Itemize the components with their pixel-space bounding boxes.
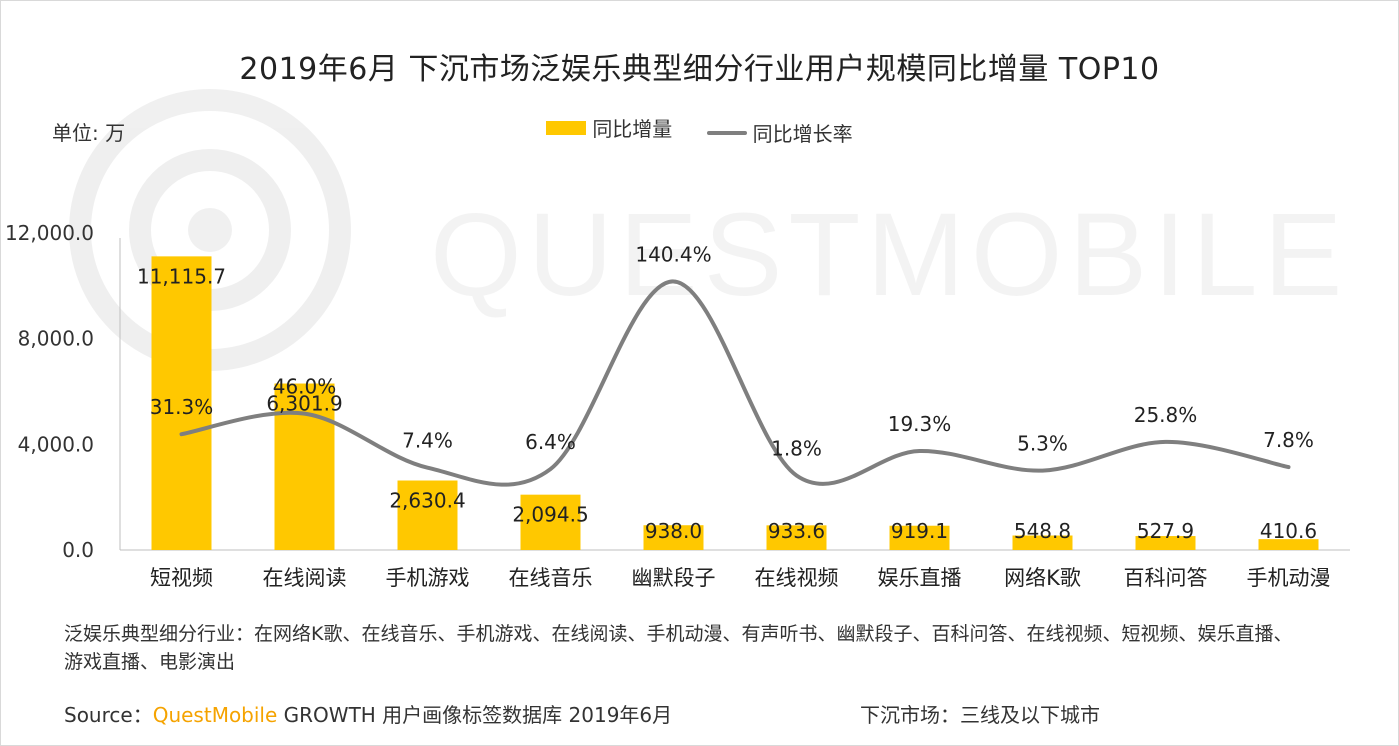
x-category-label: 手机游戏 (386, 566, 470, 590)
rate-value-label: 6.4% (525, 430, 576, 454)
source-suffix: GROWTH 用户画像标签数据库 2019年6月 (277, 703, 673, 727)
x-category-label: 百科问答 (1124, 566, 1208, 590)
bar (766, 525, 827, 550)
bar-value-label: 410.6 (1260, 519, 1317, 543)
rate-value-label: 25.8% (1134, 403, 1198, 427)
rate-value-label: 46.0% (273, 375, 337, 399)
bar (1135, 536, 1196, 550)
x-category-label: 在线视频 (755, 566, 839, 590)
bar-value-label: 919.1 (891, 519, 948, 543)
rate-value-label: 140.4% (635, 242, 711, 266)
y-tick-label: 4,000.0 (18, 432, 94, 456)
watermark-text: QUESTMOBILE (430, 189, 1348, 321)
bar-value-label: 6,301.9 (266, 392, 342, 416)
chart-plot: 0.0 4,000.0 8,000.0 12,000.0 11,115.7 6,301.9… (5, 221, 1350, 590)
source-prefix: Source： (64, 703, 153, 727)
bar-value-label: 548.8 (1014, 519, 1071, 543)
bar (397, 480, 458, 550)
bar-value-label: 2,630.4 (389, 489, 465, 513)
legend: 同比增量 同比增长率 (0, 113, 1399, 147)
x-category-label: 幽默段子 (632, 566, 716, 590)
rate-value-label: 5.3% (1017, 432, 1068, 456)
source-brand: QuestMobile (152, 703, 278, 727)
legend-item-line: 同比增长率 (706, 118, 853, 147)
legend-line-swatch (706, 130, 747, 135)
bar (643, 525, 704, 550)
legend-bar-swatch (546, 120, 587, 135)
bar (151, 256, 212, 550)
questmobile-watermark: QUESTMOBILE (69, 89, 1348, 371)
bar-value-label: 11,115.7 (137, 264, 226, 288)
bar (889, 525, 950, 550)
rate-value-label: 7.4% (402, 429, 453, 453)
industry-note: 泛娱乐典型细分行业：在网络K歌、在线音乐、手机游戏、在线阅读、手机动漫、有声听书… (64, 623, 1293, 673)
market-note: 下沉市场：三线及以下城市 (860, 703, 1100, 727)
unit-label: 单位: 万 (52, 121, 126, 145)
rate-value-label: 19.3% (888, 412, 952, 436)
rate-value-label: 31.3% (150, 395, 214, 419)
y-tick-label: 0.0 (62, 538, 94, 562)
rate-value-label: 1.8% (771, 436, 822, 460)
bar-value-label: 2,094.5 (512, 503, 588, 527)
x-category-label: 手机动漫 (1247, 566, 1331, 590)
y-tick-label: 12,000.0 (5, 221, 94, 245)
bar-value-label: 933.6 (768, 519, 825, 543)
rate-value-label: 7.8% (1263, 428, 1314, 452)
chart-title: 2019年6月 下沉市场泛娱乐典型细分行业用户规模同比增量 TOP10 (239, 52, 1160, 87)
growth-rate-line (179, 279, 1291, 487)
bar (520, 494, 581, 550)
x-category-label: 网络K歌 (1004, 566, 1081, 590)
bar (1012, 535, 1073, 550)
x-category-label: 在线音乐 (509, 566, 593, 590)
bar-value-label: 527.9 (1137, 519, 1194, 543)
bar-value-label: 938.0 (645, 519, 702, 543)
legend-line-label: 同比增长率 (752, 122, 853, 146)
y-tick-label: 8,000.0 (18, 327, 94, 351)
x-category-label: 娱乐直播 (878, 566, 962, 590)
legend-bar-label: 同比增量 (592, 117, 673, 141)
source-line: Source：QuestMobile GROWTH 用户画像标签数据库 2019… (64, 699, 672, 728)
legend-item-bar: 同比增量 (546, 113, 672, 142)
x-category-label: 短视频 (150, 566, 213, 590)
x-category-label: 在线阅读 (263, 566, 347, 590)
bar (1258, 539, 1319, 550)
